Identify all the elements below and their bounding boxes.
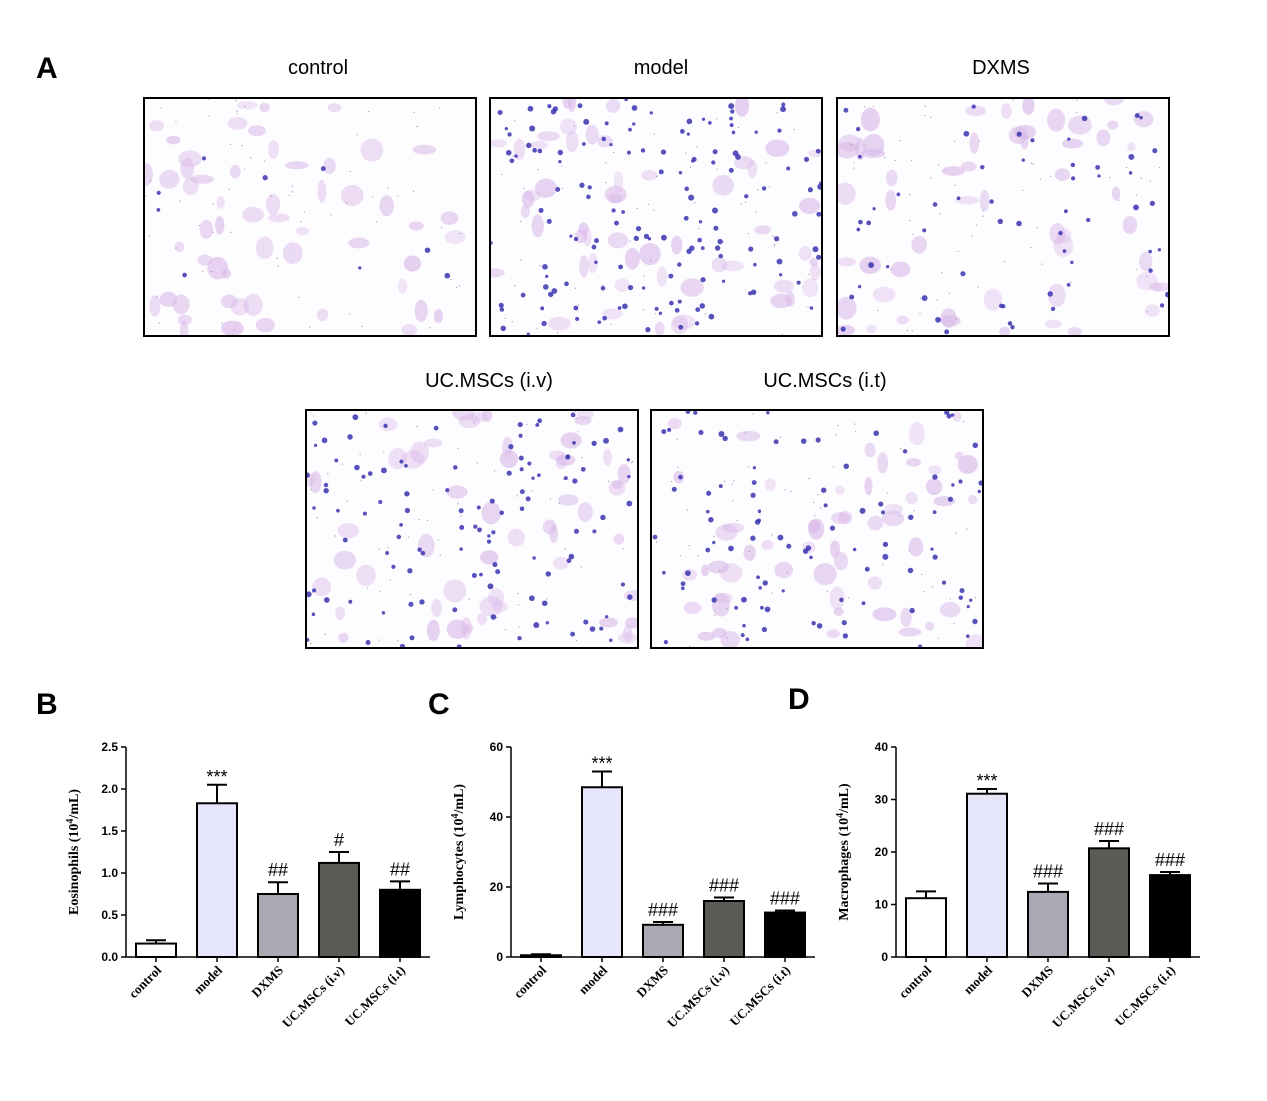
y-tick-label: 20 (490, 880, 504, 894)
x-tick-label: DXMS (248, 963, 286, 1001)
x-tick-label: UC.MSCs (i.t) (1112, 963, 1179, 1030)
y-axis-label: Macrophages (104/mL) (835, 783, 852, 921)
x-tick-label: UC.MSCs (i.t) (727, 963, 794, 1030)
significance-label: ### (1155, 850, 1185, 870)
significance-label: *** (976, 771, 997, 791)
y-tick-label: 0.0 (101, 950, 118, 964)
y-tick-label: 1.0 (101, 866, 118, 880)
bar (1088, 847, 1130, 958)
panel-letter-a: A (36, 52, 58, 85)
x-tick-label: model (191, 962, 226, 997)
x-tick-label: UC.MSCs (i.v) (279, 963, 347, 1031)
panel-letter-d: D (788, 683, 810, 716)
bar (318, 861, 360, 958)
x-tick-label: UC.MSCs (i.v) (664, 963, 732, 1031)
y-tick-label: 0.5 (101, 908, 118, 922)
bar (379, 888, 421, 958)
micrograph-dxms (836, 97, 1170, 337)
bar (1027, 890, 1069, 958)
chart-macrophages: 0 10 20 30 40 Macrophages (104/mL) control *** m… (830, 735, 1210, 1075)
y-tick-label: 30 (875, 793, 889, 807)
x-tick-label: UC.MSCs (i.v) (1049, 963, 1117, 1031)
bar (135, 942, 177, 958)
x-tick-label: model (961, 962, 996, 997)
significance-label: ## (390, 859, 410, 879)
micrograph-texture (491, 99, 821, 335)
panel-letter-b: B (36, 688, 58, 721)
x-tick-label: DXMS (633, 963, 671, 1001)
y-tick-label: 60 (490, 740, 504, 754)
x-tick-label: control (511, 962, 550, 1001)
micrograph-label-ucmscs-it: UC.MSCs (i.t) (763, 370, 887, 392)
micrograph-label-model: model (633, 57, 689, 79)
significance-label: *** (591, 754, 612, 774)
micrograph-control (143, 97, 477, 337)
bar (764, 911, 806, 959)
x-tick-label: control (896, 962, 935, 1001)
chart-svg: 0.0 0.5 1.0 1.5 2.0 2.5 Eosinophils (104/mL) co… (65, 740, 430, 1031)
micrograph-label-control: control (287, 57, 349, 79)
micrograph-texture (145, 99, 466, 335)
bar (196, 802, 238, 958)
x-tick-label: control (126, 962, 165, 1001)
y-tick-label: 10 (875, 898, 889, 912)
chart-svg: 0 20 40 60 Lymphocytes (104/mL) control *** mod… (450, 740, 815, 1031)
y-tick-label: 40 (875, 740, 889, 754)
significance-label: ### (648, 900, 678, 920)
x-tick-label: DXMS (1018, 963, 1056, 1001)
x-tick-label: UC.MSCs (i.t) (342, 963, 409, 1030)
y-tick-label: 0 (881, 950, 888, 964)
y-tick-label: 2.5 (101, 740, 118, 754)
micrograph-texture (307, 411, 637, 647)
significance-label: ### (1094, 819, 1124, 839)
y-axis-label: Lymphocytes (104/mL) (450, 784, 467, 920)
bar (1149, 874, 1191, 959)
micrograph-texture (838, 99, 1168, 335)
bar (581, 786, 623, 958)
micrograph-ucmscs-it (650, 409, 984, 649)
micrograph-ucmscs-iv (305, 409, 639, 649)
y-tick-label: 0 (496, 950, 503, 964)
bar (966, 792, 1008, 958)
x-tick-label: model (576, 962, 611, 997)
chart-svg: 0 10 20 30 40 Macrophages (104/mL) control *** m… (835, 740, 1200, 1031)
significance-label: # (334, 830, 344, 850)
chart-lymphocytes: 0 20 40 60 Lymphocytes (104/mL) control *** mod… (445, 735, 815, 1075)
chart-eosinophils: 0.0 0.5 1.0 1.5 2.0 2.5 Eosinophils (104/mL) co… (60, 735, 430, 1075)
significance-label: ### (1033, 862, 1063, 882)
micrograph-label-ucmscs-iv: UC.MSCs (i.v) (425, 370, 553, 392)
bar (257, 893, 299, 958)
bar (703, 900, 745, 958)
significance-label: *** (206, 767, 227, 787)
significance-label: ## (268, 860, 288, 880)
bar (520, 954, 562, 958)
y-tick-label: 2.0 (101, 782, 118, 796)
y-tick-label: 1.5 (101, 824, 118, 838)
significance-label: ### (770, 888, 800, 908)
micrograph-texture (652, 411, 982, 647)
significance-label: ### (709, 876, 739, 896)
y-axis-label: Eosinophils (104/mL) (65, 789, 82, 915)
bar (642, 923, 684, 959)
micrograph-model (489, 97, 823, 337)
y-tick-label: 20 (875, 845, 889, 859)
y-tick-label: 40 (490, 810, 504, 824)
micrograph-label-dxms: DXMS (972, 57, 1030, 79)
bar (905, 897, 947, 958)
panel-letter-c: C (428, 688, 450, 721)
